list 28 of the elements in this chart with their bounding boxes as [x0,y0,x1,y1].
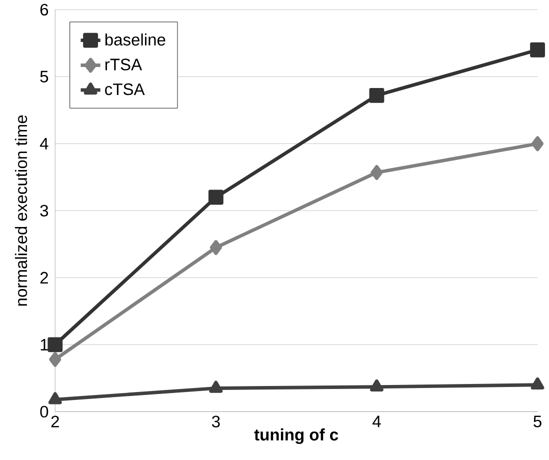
point [209,380,223,393]
y-axis-title: normalized execution time [14,115,28,306]
point [208,190,224,205]
point [370,165,383,180]
x-tick-label: 2 [51,416,59,428]
point [370,379,384,392]
y-tick-label: 5 [40,70,48,82]
x-tick-label: 3 [212,416,220,428]
legend-label: cTSA [105,83,145,96]
point [530,377,544,390]
point [210,240,222,256]
y-tick-label: 4 [40,138,48,150]
y-tick-label: 3 [40,204,48,217]
x-tick-label: 5 [534,416,542,428]
x-axis-title: tuning of c [254,428,338,444]
point [531,136,544,152]
y-tick-label: 0 [40,406,48,418]
legend-label: baseline [105,34,166,46]
point [48,337,63,352]
legend-label: rTSA [105,58,142,70]
point [369,88,384,103]
point [48,392,62,404]
point [49,352,62,367]
point [530,42,545,58]
y-tick-label: 1 [40,339,48,350]
x-tick-label: 4 [372,416,381,428]
y-tick-label: 2 [40,272,48,284]
y-tick-label: 6 [40,4,48,16]
